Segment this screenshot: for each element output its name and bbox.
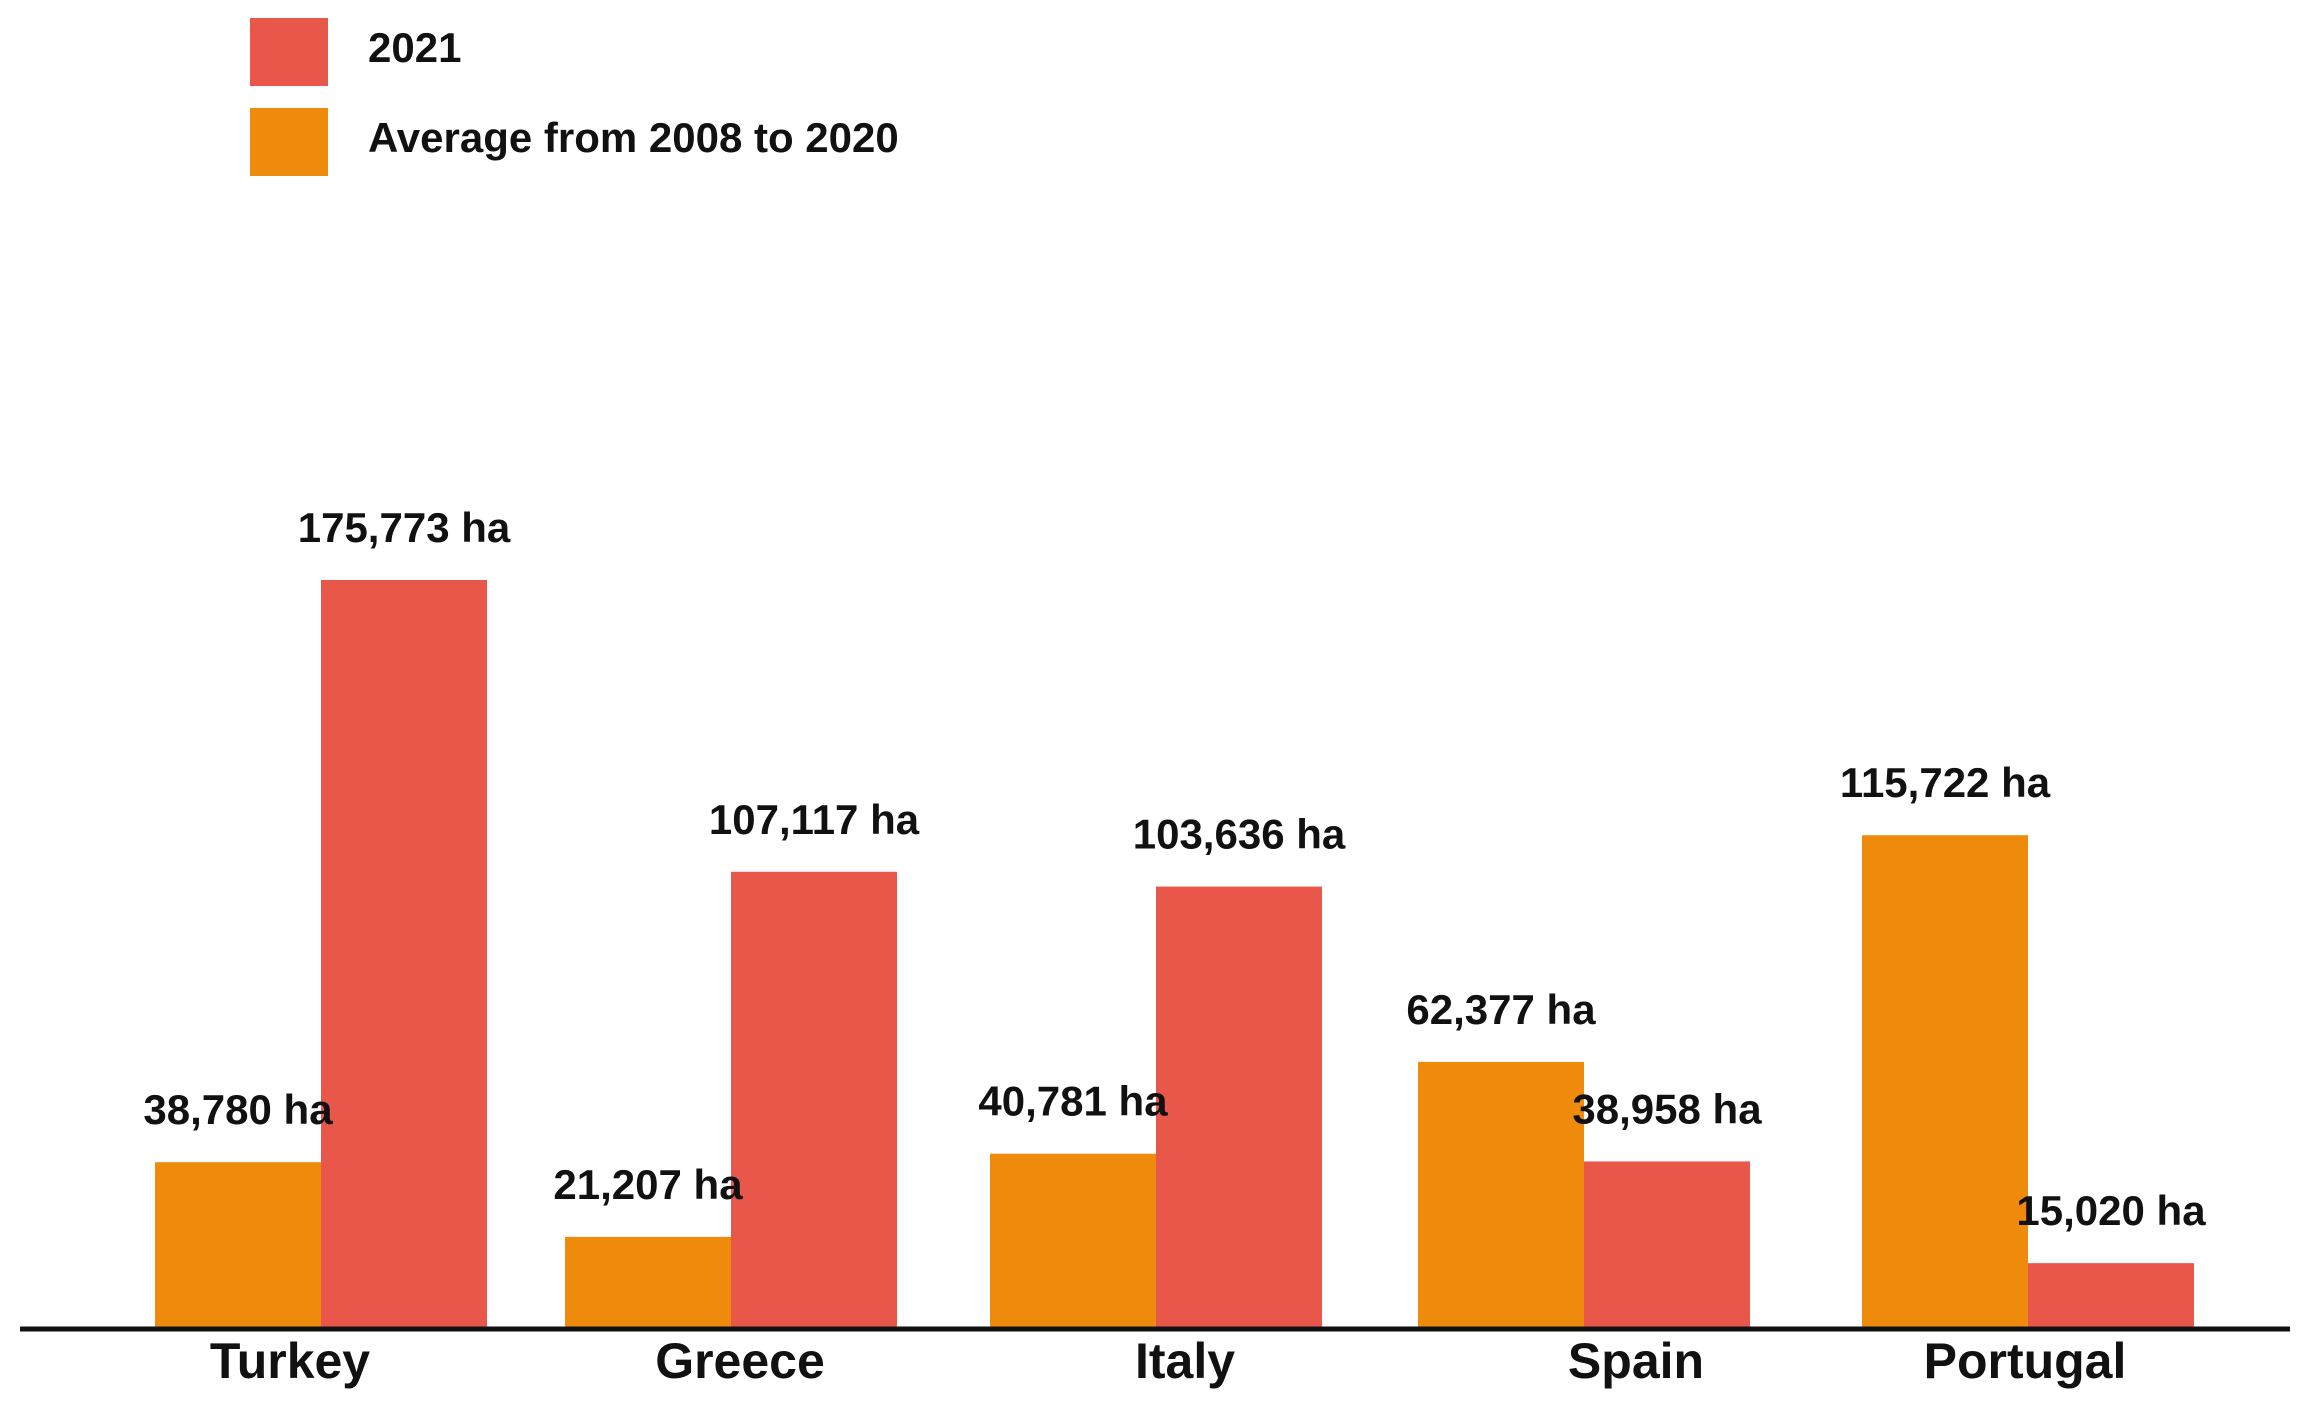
category-label-portugal: Portugal [1924,1333,2127,1389]
bar-spain-average [1418,1061,1584,1327]
bar-italy-2021 [1156,886,1322,1327]
bar-portugal-average [1862,835,2028,1327]
bar-spain-2021 [1584,1161,1750,1327]
category-label-turkey: Turkey [210,1333,370,1389]
value-label-italy-average: 40,781 ha [978,1078,1168,1125]
value-labels-group: 38,780 ha 175,773 ha 21,207 ha 107,117 ha 40… [143,504,2206,1234]
bar-portugal-2021 [2028,1263,2194,1327]
value-label-turkey-2021: 175,773 ha [298,504,511,551]
legend-label-2021: 2021 [368,24,461,71]
category-label-greece: Greece [655,1333,825,1389]
value-label-greece-2021: 107,117 ha [709,796,920,843]
value-label-greece-average: 21,207 ha [553,1161,743,1208]
bar-greece-average [565,1236,731,1327]
value-label-portugal-average: 115,722 ha [1840,759,2051,806]
value-label-italy-2021: 103,636 ha [1133,811,1346,858]
legend-swatch-average [250,108,328,176]
bars-group [155,580,2194,1327]
value-label-spain-average: 62,377 ha [1406,986,1596,1033]
value-label-spain-2021: 38,958 ha [1572,1085,1762,1132]
value-label-portugal-2021: 15,020 ha [2016,1187,2206,1234]
category-label-spain: Spain [1568,1333,1704,1389]
bar-turkey-2021 [321,580,487,1327]
category-labels-group: Turkey Greece Italy Spain Portugal [210,1333,2127,1389]
bar-italy-average [990,1153,1156,1327]
legend: 2021 Average from 2008 to 2020 [250,18,899,176]
value-label-turkey-average: 38,780 ha [143,1086,333,1133]
legend-label-average: Average from 2008 to 2020 [368,114,899,161]
bar-turkey-average [155,1162,321,1327]
legend-swatch-2021 [250,18,328,86]
bar-greece-2021 [731,871,897,1327]
category-label-italy: Italy [1135,1333,1235,1389]
